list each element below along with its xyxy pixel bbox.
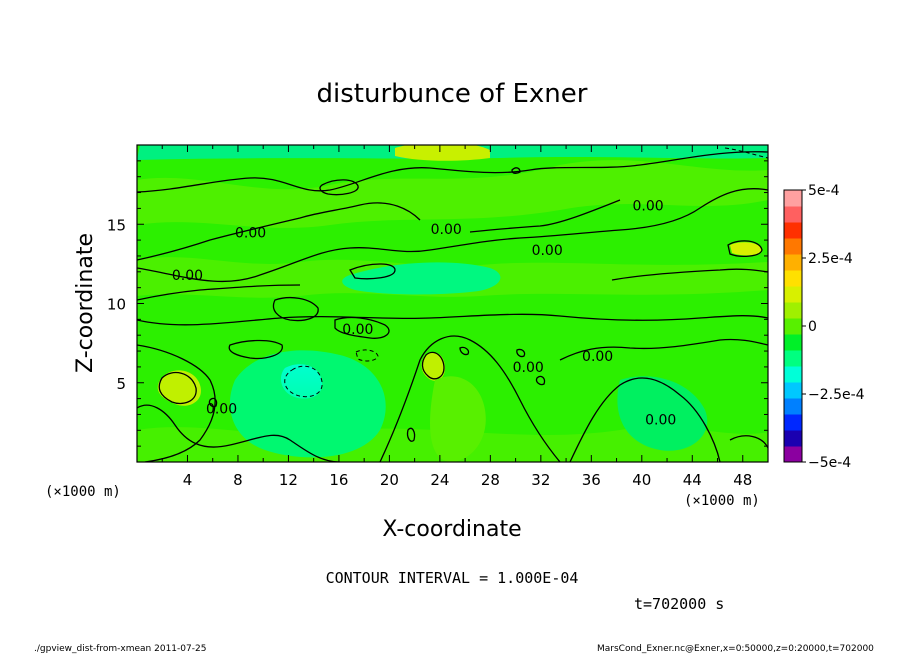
y-axis-label: Z-coordinate	[73, 233, 98, 373]
field-depression	[342, 262, 501, 295]
x-tick-label: 12	[279, 471, 298, 489]
y-axis: 5 10 15	[107, 160, 768, 447]
colorbar-swatch	[784, 270, 802, 287]
contour-label: 0.00	[582, 349, 613, 365]
x-tick-label: 48	[733, 471, 752, 489]
colorbar-swatch	[784, 430, 802, 447]
field-depression	[617, 376, 708, 451]
chart-title: disturbunce of Exner	[317, 79, 588, 109]
contour-interval-text: CONTOUR INTERVAL = 1.000E-04	[326, 569, 579, 587]
contour-labels: 0.00 0.00 0.00 0.00 0.00 0.00 0.00 0.00 0.00 0.00	[172, 198, 676, 428]
colorbar-labels: 5e-4 2.5e-4 0 −2.5e-4 −5e-4	[802, 183, 865, 471]
colorbar-swatch	[784, 350, 802, 367]
contour-lines	[137, 151, 768, 462]
colorbar-swatch	[784, 382, 802, 399]
colorbar-swatch	[784, 302, 802, 319]
footer-right: MarsCond_Exner.nc@Exner,x=0:50000,z=0:20…	[597, 644, 874, 654]
colorbar	[783, 189, 803, 463]
footer-left: ./gpview_dist-from-xmean 2011-07-25	[34, 644, 206, 654]
plot-area: 0.00 0.00 0.00 0.00 0.00 0.00 0.00 0.00 0.00 0.00	[137, 145, 768, 462]
field-positive	[395, 145, 490, 161]
colorbar-swatch	[784, 222, 802, 239]
contour-label: 0.00	[235, 225, 266, 241]
colorbar-swatch	[784, 398, 802, 415]
colorbar-swatch	[784, 446, 802, 463]
colorbar-swatch	[784, 286, 802, 303]
field-depression	[229, 350, 386, 458]
colorbar-tick-label: −5e-4	[808, 455, 851, 471]
field-band	[137, 160, 768, 228]
x-axis: 4 8 12 16 20 24 28 32 36 40 44 48	[161, 145, 752, 489]
x-unit-right: (×1000 m)	[684, 493, 760, 509]
colorbar-swatch	[784, 206, 802, 223]
field-positive	[157, 370, 201, 406]
x-tick-label: 16	[329, 471, 348, 489]
colorbar-tick-label: 0	[808, 319, 817, 335]
contour-label: 0.00	[431, 222, 462, 238]
contour-label: 0.00	[532, 243, 563, 259]
negative-contours	[284, 147, 768, 398]
y-tick-label: 5	[116, 375, 126, 393]
x-unit-left: (×1000 m)	[45, 484, 121, 500]
x-axis-label: X-coordinate	[382, 517, 521, 542]
x-tick-label: 4	[183, 471, 193, 489]
x-tick-label: 40	[632, 471, 651, 489]
x-tick-label: 32	[531, 471, 550, 489]
x-tick-label: 24	[430, 471, 449, 489]
contour-label: 0.00	[206, 401, 237, 417]
colorbar-swatch	[784, 238, 802, 255]
colorbar-swatch	[784, 254, 802, 271]
field-positive	[730, 242, 762, 256]
colorbar-swatch	[784, 414, 802, 431]
contour-label: 0.00	[172, 268, 203, 284]
colorbar-tick-label: 2.5e-4	[808, 251, 853, 267]
time-label: t=702000 s	[634, 595, 724, 613]
colorbar-swatch	[784, 318, 802, 335]
x-tick-label: 20	[380, 471, 399, 489]
contour-label: 0.00	[645, 412, 676, 428]
contour-label: 0.00	[513, 360, 544, 376]
contour-label: 0.00	[342, 322, 373, 338]
contour-label: 0.00	[633, 198, 664, 214]
x-tick-label: 36	[582, 471, 601, 489]
field-positive	[421, 352, 445, 381]
colorbar-swatch	[784, 366, 802, 383]
field-depression-core	[280, 364, 323, 399]
colorbar-tick-label: 5e-4	[808, 183, 840, 199]
colorbar-tick-label: −2.5e-4	[808, 387, 865, 403]
y-tick-label: 15	[107, 216, 126, 234]
field-positive	[430, 376, 486, 462]
colorbar-swatch	[784, 190, 802, 207]
x-tick-label: 8	[233, 471, 243, 489]
colorbar-swatch	[784, 334, 802, 351]
y-tick-label: 10	[107, 296, 126, 314]
x-tick-label: 44	[683, 471, 702, 489]
x-tick-label: 28	[481, 471, 500, 489]
